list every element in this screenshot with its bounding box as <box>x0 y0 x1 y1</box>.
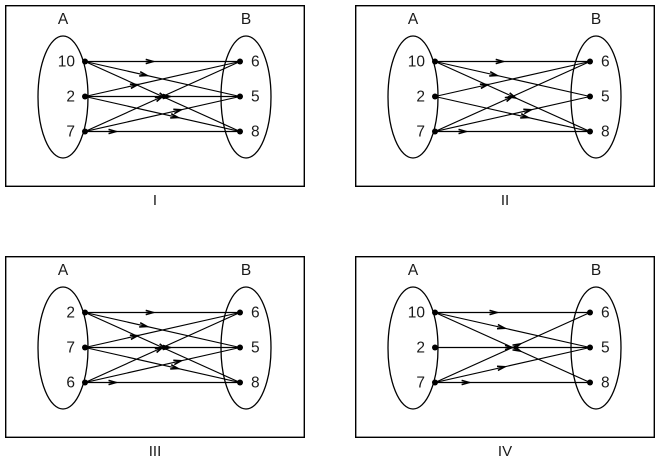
svg-text:5: 5 <box>251 88 260 105</box>
svg-text:7: 7 <box>66 340 75 357</box>
svg-text:A: A <box>408 11 419 28</box>
svg-text:II: II <box>501 192 509 209</box>
svg-text:B: B <box>241 11 251 28</box>
svg-text:5: 5 <box>601 88 610 105</box>
svg-text:6: 6 <box>251 305 260 322</box>
svg-text:8: 8 <box>251 123 260 140</box>
svg-text:A: A <box>408 262 419 279</box>
svg-text:III: III <box>149 443 162 460</box>
svg-text:8: 8 <box>251 375 260 392</box>
svg-text:8: 8 <box>601 123 610 140</box>
svg-text:A: A <box>58 11 69 28</box>
svg-text:IV: IV <box>498 443 512 460</box>
svg-text:10: 10 <box>408 53 426 70</box>
svg-text:10: 10 <box>408 305 426 322</box>
svg-text:6: 6 <box>251 53 260 70</box>
svg-text:8: 8 <box>601 375 610 392</box>
svg-text:A: A <box>58 262 69 279</box>
svg-text:7: 7 <box>416 375 425 392</box>
svg-text:2: 2 <box>66 305 75 322</box>
svg-text:6: 6 <box>601 53 610 70</box>
svg-text:7: 7 <box>416 123 425 140</box>
svg-text:10: 10 <box>58 53 76 70</box>
svg-text:I: I <box>153 192 157 209</box>
svg-text:B: B <box>591 11 601 28</box>
svg-text:2: 2 <box>416 340 425 357</box>
svg-text:B: B <box>241 262 251 279</box>
svg-text:2: 2 <box>416 88 425 105</box>
svg-text:5: 5 <box>251 340 260 357</box>
svg-text:5: 5 <box>601 340 610 357</box>
svg-text:2: 2 <box>66 88 75 105</box>
svg-text:B: B <box>591 262 601 279</box>
svg-text:6: 6 <box>601 305 610 322</box>
svg-text:7: 7 <box>66 123 75 140</box>
svg-text:6: 6 <box>66 375 75 392</box>
